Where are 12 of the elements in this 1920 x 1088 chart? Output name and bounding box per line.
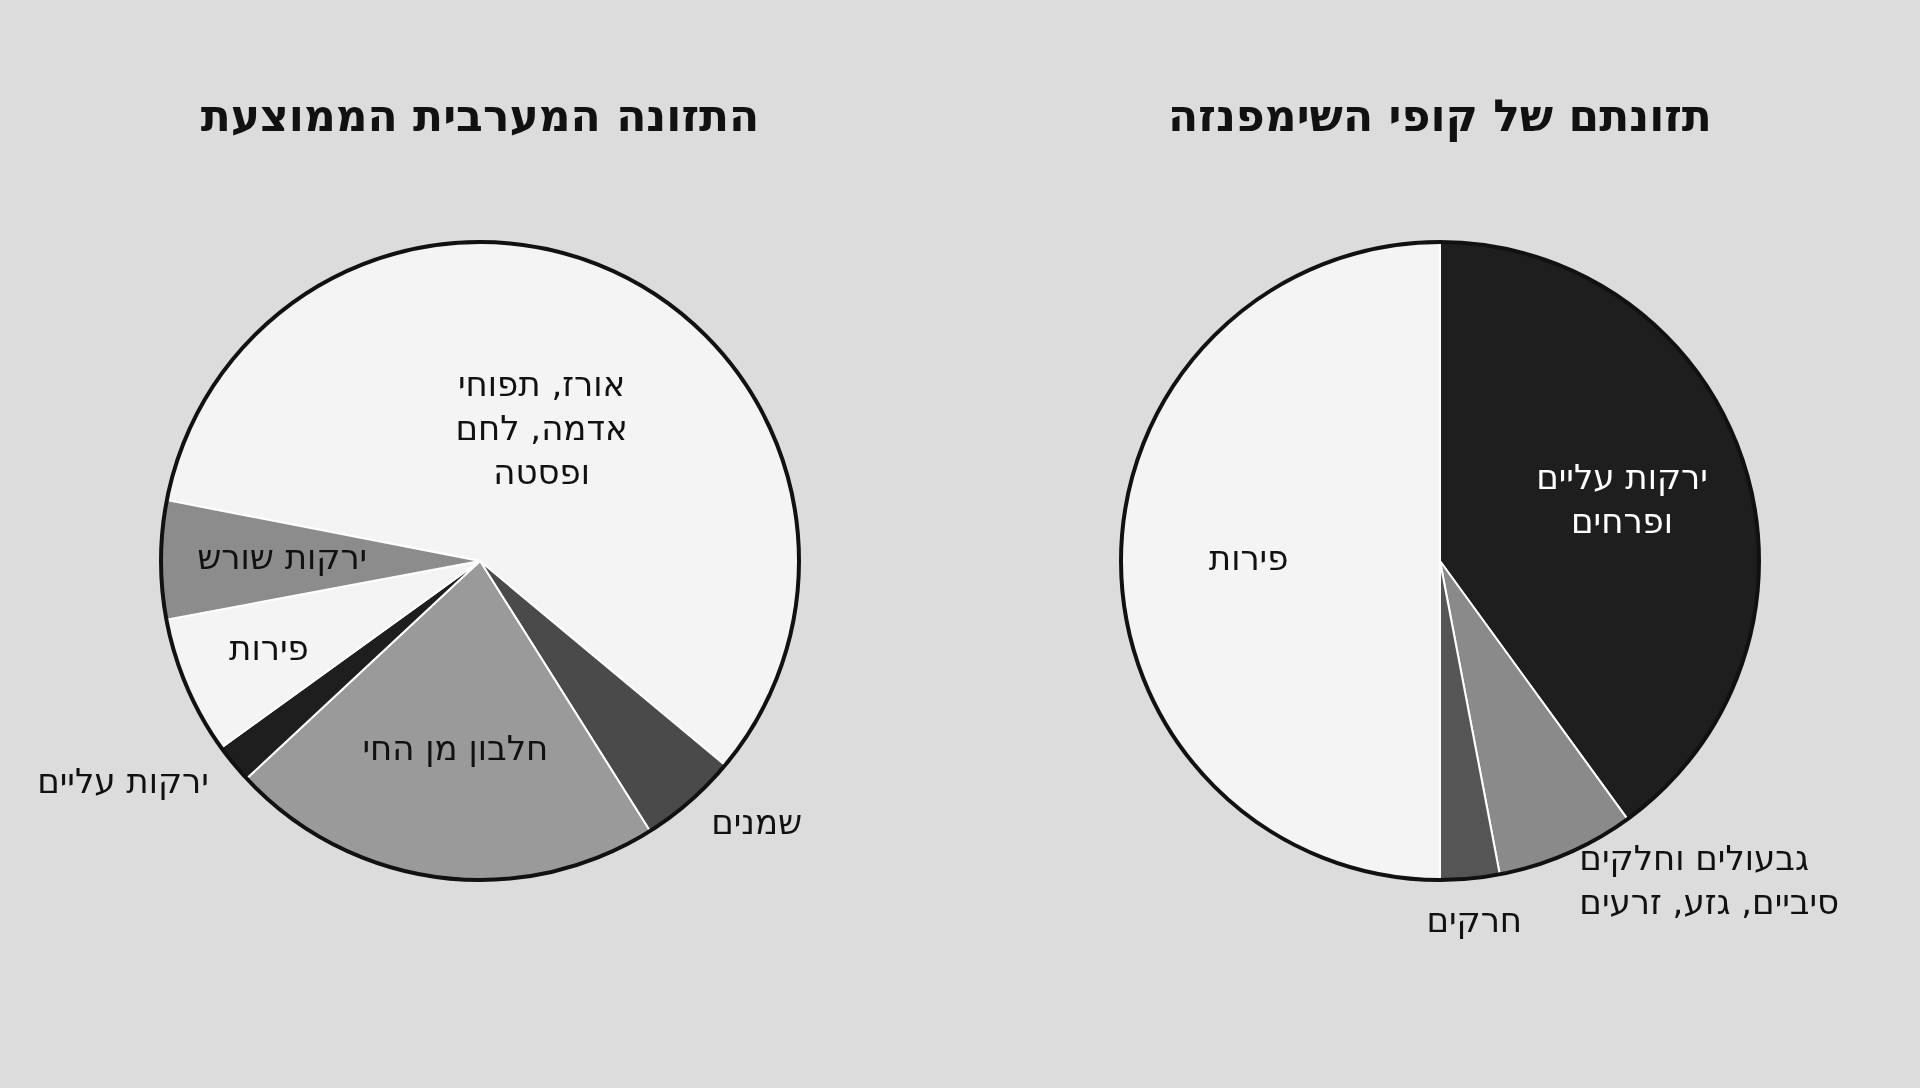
slice-label: אורז, תפוחי אדמה, לחם ופסטה [455,364,628,493]
slice-label: חרקים [1426,899,1523,940]
slice-label: פירות [229,628,309,669]
slice-label: ירקות עליים ופרחים [1536,456,1708,541]
slice-label: גבעולים וחלקים סיביים, גזע, זרעים [1579,837,1840,922]
slice-label: ירקות שורש [197,537,368,578]
slice-label: פירות [1208,537,1289,578]
slice-label: ירקות עליים [37,760,209,801]
slice-label: חלבון מן החי [362,727,549,768]
chart-title: התזונה המערבית הממוצעת [200,90,760,141]
chart-title: תזונתם של קופי השימפנזה [1168,90,1712,141]
slice-label: שמנים [711,801,803,842]
